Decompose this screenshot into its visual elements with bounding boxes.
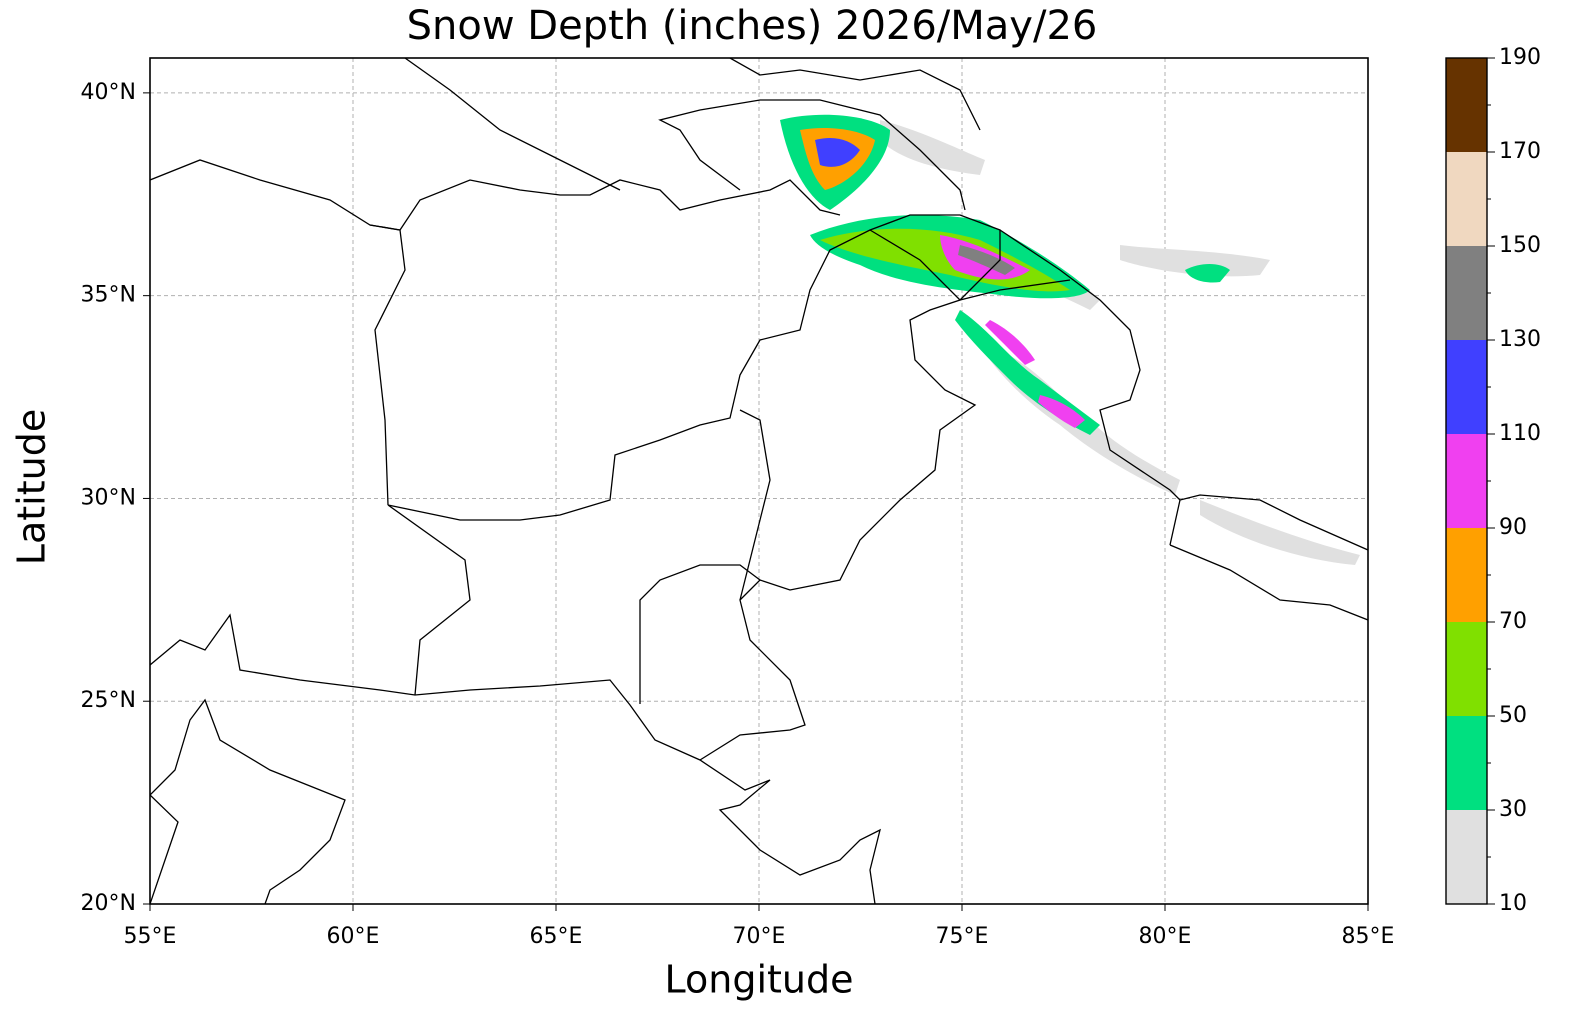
colorbar-tick-label: 30: [1499, 797, 1527, 822]
x-tick-label: 60°E: [327, 924, 380, 949]
y-tick-label: 25°N: [81, 688, 136, 713]
y-tick-label: 30°N: [81, 485, 136, 510]
y-tick-label: 40°N: [81, 80, 136, 105]
x-tick-label: 75°E: [936, 924, 989, 949]
colorbar-tick-label: 10: [1499, 891, 1527, 916]
map-outlines: [150, 58, 1368, 904]
x-tick-label: 85°E: [1342, 924, 1395, 949]
colorbar-band: [1446, 810, 1487, 904]
colorbar-band: [1446, 622, 1487, 716]
colorbar-band: [1446, 716, 1487, 810]
x-tick-label: 65°E: [530, 924, 583, 949]
colorbar-band: [1446, 340, 1487, 434]
y-tick-label: 35°N: [81, 283, 136, 308]
colorbar-tick-label: 70: [1499, 609, 1527, 634]
colorbar-tick-label: 50: [1499, 703, 1527, 728]
colorbar-band: [1446, 246, 1487, 340]
x-tick-label: 80°E: [1139, 924, 1192, 949]
colorbar-band: [1446, 434, 1487, 528]
colorbar-band: [1446, 528, 1487, 622]
colorbar-tick-label: 170: [1499, 139, 1541, 164]
colorbar-tick-label: 90: [1499, 515, 1527, 540]
colorbar-tick-label: 150: [1499, 233, 1541, 258]
colorbar-tick-label: 110: [1499, 421, 1541, 446]
x-axis-label: Longitude: [665, 958, 854, 1002]
x-tick-label: 70°E: [733, 924, 786, 949]
colorbar-band: [1446, 152, 1487, 246]
colorbar: 10 30 50 70 90 110 130 150 170 190: [1445, 45, 1541, 916]
y-tick-label: 20°N: [81, 891, 136, 916]
colorbar-band: [1446, 58, 1487, 152]
colorbar-tick-label: 130: [1499, 327, 1541, 352]
y-axis-label: Latitude: [10, 409, 54, 565]
snow-contours: [780, 114, 1360, 565]
colorbar-tick-label: 190: [1499, 45, 1541, 70]
x-tick-label: 55°E: [124, 924, 177, 949]
chart-title: Snow Depth (inches) 2026/May/26: [407, 3, 1098, 49]
